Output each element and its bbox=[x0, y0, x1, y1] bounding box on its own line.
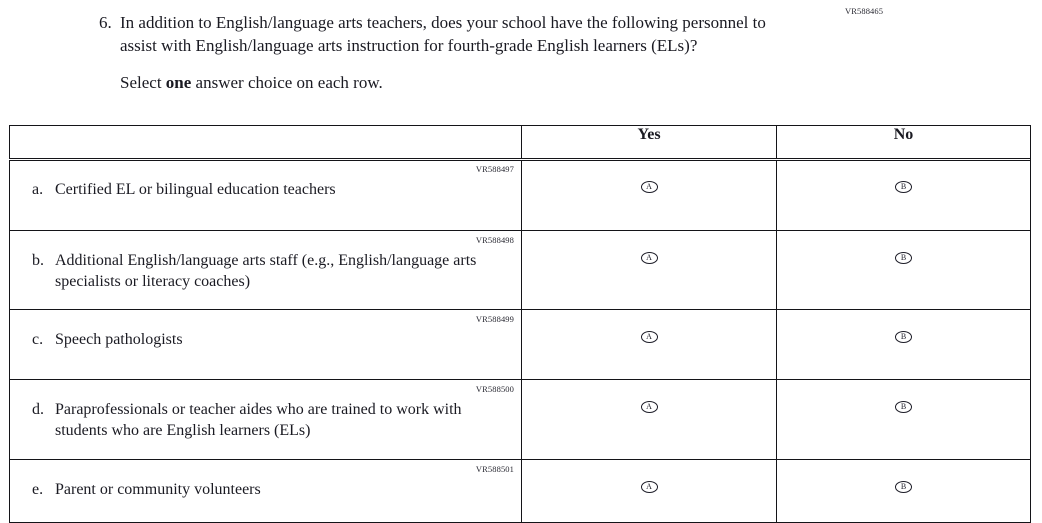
option-cell-no[interactable]: B bbox=[776, 309, 1031, 380]
bubble-ring-icon bbox=[895, 401, 912, 414]
bubble-letter: B bbox=[900, 332, 907, 342]
question-text: In addition to English/language arts tea… bbox=[120, 13, 766, 55]
row-vr-code: VR588499 bbox=[475, 314, 514, 324]
bubble-letter: A bbox=[646, 402, 652, 412]
item-cell: VR588500 d. Paraprofessionals or teacher… bbox=[9, 379, 522, 460]
form-id-label: VR588465 bbox=[845, 6, 884, 16]
item-letter: a. bbox=[32, 181, 44, 198]
option-cell-yes[interactable]: A bbox=[521, 159, 777, 231]
item-letter: e. bbox=[32, 481, 44, 498]
item-cell: VR588501 e. Parent or community voluntee… bbox=[9, 459, 522, 523]
question-instruction: Select one answer choice on each row. bbox=[120, 72, 779, 94]
column-header-no: No bbox=[776, 125, 1031, 160]
item-cell: VR588499 c. Speech pathologists bbox=[9, 309, 522, 380]
table-row: VR588500 d. Paraprofessionals or teacher… bbox=[9, 379, 1031, 460]
table-row: VR588501 e. Parent or community voluntee… bbox=[9, 459, 1031, 523]
table-row: VR588499 c. Speech pathologists A B bbox=[9, 309, 1031, 380]
header-row: Yes No bbox=[9, 125, 1031, 160]
radio-bubble-yes[interactable]: A bbox=[640, 401, 658, 414]
column-header-item bbox=[9, 125, 522, 160]
option-cell-yes[interactable]: A bbox=[521, 309, 777, 380]
item-label: d. Paraprofessionals or teacher aides wh… bbox=[16, 399, 515, 441]
question-stem: 6. In addition to English/language arts … bbox=[99, 12, 779, 57]
option-cell-yes[interactable]: A bbox=[521, 379, 777, 460]
item-text: Additional English/language arts staff (… bbox=[55, 252, 477, 290]
matrix-table: Yes No VR588497 a. Certified EL or bilin… bbox=[9, 125, 1031, 523]
radio-bubble-no[interactable]: B bbox=[895, 252, 912, 265]
item-letter: d. bbox=[32, 401, 44, 418]
radio-bubble-no[interactable]: B bbox=[895, 481, 912, 494]
option-cell-no[interactable]: B bbox=[776, 379, 1031, 460]
radio-bubble-yes[interactable]: A bbox=[640, 331, 658, 344]
item-text: Speech pathologists bbox=[55, 331, 183, 348]
item-text: Paraprofessionals or teacher aides who a… bbox=[55, 401, 462, 439]
radio-bubble-yes[interactable]: A bbox=[640, 252, 658, 265]
matrix-body: VR588497 a. Certified EL or bilingual ed… bbox=[9, 159, 1031, 523]
bubble-ring-icon bbox=[895, 331, 912, 344]
item-text: Certified EL or bilingual education teac… bbox=[55, 181, 336, 198]
row-vr-code: VR588498 bbox=[475, 235, 514, 245]
matrix-header: Yes No bbox=[9, 125, 1031, 160]
bubble-ring-icon bbox=[640, 181, 658, 194]
item-label: e. Parent or community volunteers bbox=[16, 479, 515, 500]
item-label: c. Speech pathologists bbox=[16, 329, 515, 350]
bubble-letter: A bbox=[646, 253, 652, 263]
radio-bubble-no[interactable]: B bbox=[895, 181, 912, 194]
radio-bubble-no[interactable]: B bbox=[895, 401, 912, 414]
row-vr-code: VR588501 bbox=[475, 464, 514, 474]
bubble-letter: B bbox=[900, 402, 907, 412]
bubble-letter: A bbox=[646, 482, 652, 492]
item-cell: VR588497 a. Certified EL or bilingual ed… bbox=[9, 159, 522, 231]
bubble-letter: B bbox=[900, 182, 907, 192]
bubble-ring-icon bbox=[895, 181, 912, 194]
bubble-ring-icon bbox=[895, 252, 912, 265]
option-cell-no[interactable]: B bbox=[776, 459, 1031, 523]
bubble-ring-icon bbox=[640, 252, 658, 265]
row-vr-code: VR588500 bbox=[475, 384, 514, 394]
question-number: 6. bbox=[99, 13, 112, 32]
table-row: VR588498 b. Additional English/language … bbox=[9, 230, 1031, 310]
option-cell-no[interactable]: B bbox=[776, 230, 1031, 310]
item-letter: c. bbox=[32, 331, 44, 348]
bubble-letter: B bbox=[900, 253, 907, 263]
column-header-yes: Yes bbox=[521, 125, 777, 160]
option-cell-no[interactable]: B bbox=[776, 159, 1031, 231]
bubble-ring-icon bbox=[640, 401, 658, 414]
item-label: b. Additional English/language arts staf… bbox=[16, 250, 515, 292]
table-row: VR588497 a. Certified EL or bilingual ed… bbox=[9, 159, 1031, 231]
item-label: a. Certified EL or bilingual education t… bbox=[16, 179, 515, 200]
radio-bubble-yes[interactable]: A bbox=[640, 481, 658, 494]
item-letter: b. bbox=[32, 252, 44, 269]
bubble-ring-icon bbox=[640, 331, 658, 344]
response-matrix: Yes No VR588497 a. Certified EL or bilin… bbox=[9, 125, 1031, 523]
item-cell: VR588498 b. Additional English/language … bbox=[9, 230, 522, 310]
bubble-letter: A bbox=[646, 332, 652, 342]
option-cell-yes[interactable]: A bbox=[521, 459, 777, 523]
instruction-prefix: Select bbox=[120, 73, 166, 92]
bubble-letter: A bbox=[646, 182, 652, 192]
option-cell-yes[interactable]: A bbox=[521, 230, 777, 310]
radio-bubble-yes[interactable]: A bbox=[640, 181, 658, 194]
question-block: 6. In addition to English/language arts … bbox=[99, 12, 779, 94]
radio-bubble-no[interactable]: B bbox=[895, 331, 912, 344]
bubble-letter: B bbox=[900, 482, 907, 492]
item-text: Parent or community volunteers bbox=[55, 481, 261, 498]
row-vr-code: VR588497 bbox=[475, 164, 514, 174]
instruction-suffix: answer choice on each row. bbox=[191, 73, 383, 92]
instruction-emphasis: one bbox=[165, 73, 192, 92]
